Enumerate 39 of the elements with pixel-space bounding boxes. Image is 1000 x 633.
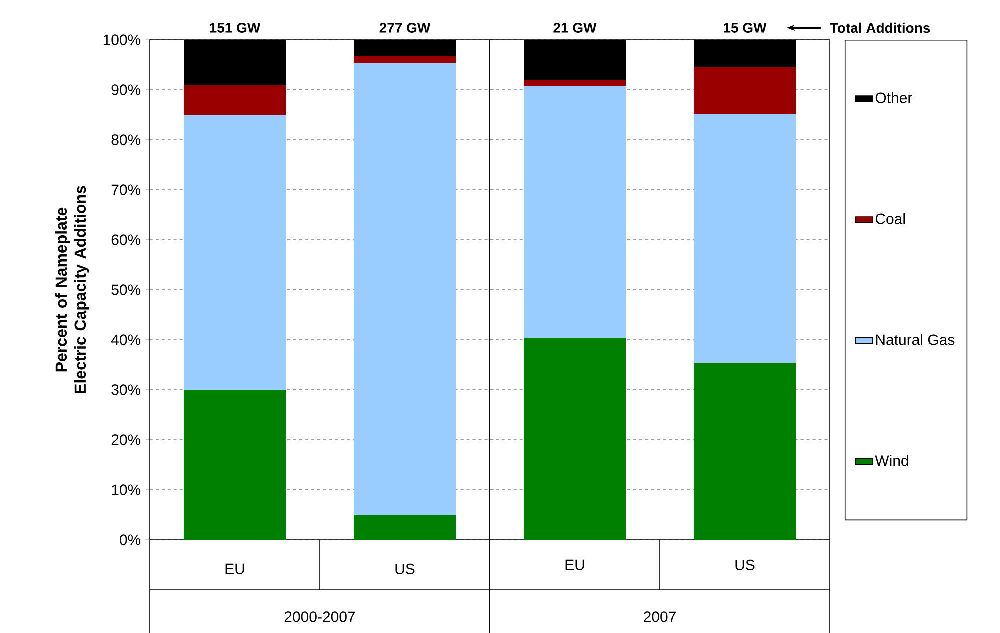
x-axis-title: 2000-2007: [284, 612, 356, 622]
y-tick-label: 70%: [112, 184, 141, 196]
bar: [524, 86, 626, 338]
x-tick-label: EU: [566, 560, 584, 570]
text: 277 GW: [380, 23, 431, 33]
y-tick-label: 60%: [112, 234, 141, 246]
text: 15 GW: [724, 23, 767, 33]
y-tick-label: 80%: [112, 134, 141, 146]
y-tick-label: 90%: [112, 84, 141, 96]
bar: [694, 363, 796, 540]
y-tick-label: 10%: [112, 484, 141, 496]
text: 151 GW: [210, 23, 261, 33]
bar: [184, 114, 286, 390]
y-tick-label: 50%: [112, 284, 141, 296]
x-tick-label: US: [736, 560, 755, 570]
bar: [184, 390, 286, 540]
x-tick-label: EU: [226, 564, 244, 574]
y-tick-label: 100%: [104, 34, 141, 46]
y-axis-title: Percent of Nameplate Electric Capacity Additions: [55, 186, 90, 394]
bar: [354, 62, 456, 515]
legend-label: Wind: [875, 455, 908, 466]
x-tick-label: US: [396, 564, 415, 574]
bar: [524, 80, 626, 86]
text: Total Additions: [830, 22, 930, 34]
bar: [354, 56, 456, 63]
bar: [184, 84, 286, 115]
legend-label: Other: [876, 92, 912, 104]
bar: [524, 338, 626, 540]
y-tick-label: 20%: [112, 434, 141, 446]
x-axis-title: 2007: [644, 612, 676, 622]
y-tick-label: 40%: [111, 334, 141, 346]
y-tick-label: 30%: [112, 384, 141, 396]
text: 21 GW: [554, 23, 597, 33]
bar: [694, 114, 796, 364]
legend-label: Coal: [876, 213, 906, 224]
bar: [354, 514, 456, 540]
legend-label: Natural Gas: [876, 334, 955, 346]
bar: [694, 66, 796, 114]
y-tick-label: 0%: [120, 534, 141, 546]
